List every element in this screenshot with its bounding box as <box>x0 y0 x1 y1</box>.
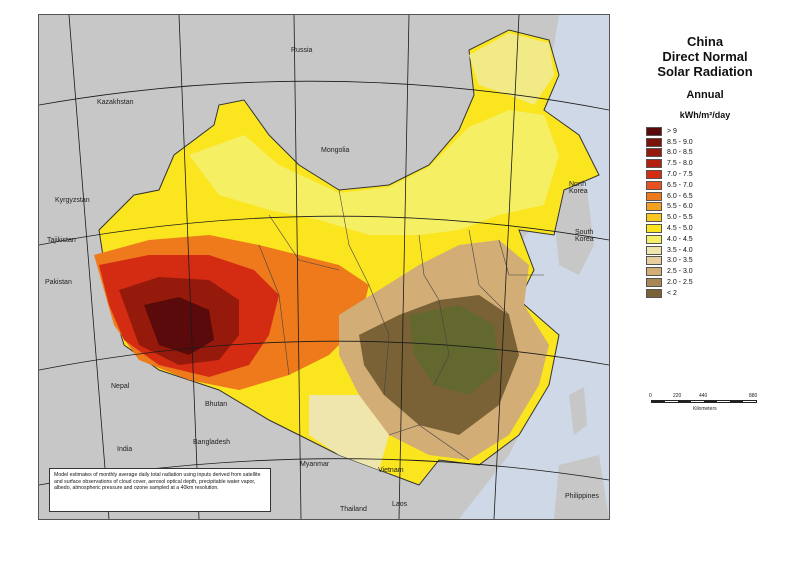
legend-label: 4.0 - 4.5 <box>667 235 693 243</box>
legend-title-line1: China <box>686 34 724 49</box>
legend-row: 7.5 - 8.0 <box>646 158 790 169</box>
legend-row: < 2 <box>646 288 790 299</box>
label-pakistan: Pakistan <box>45 279 72 286</box>
legend-title-line3: Solar Radiation <box>657 64 753 79</box>
methodology-note: Model estimates of monthly average daily… <box>49 468 271 512</box>
legend-unit: kWh/m²/day <box>679 110 731 120</box>
legend-swatch <box>646 224 662 234</box>
label-vietnam: Vietnam <box>378 467 404 474</box>
legend-swatch <box>646 267 662 277</box>
legend-title-line2: Direct Normal <box>662 49 748 64</box>
legend-row: 6.0 - 6.5 <box>646 191 790 202</box>
legend-swatch <box>646 234 662 244</box>
legend-label: 7.5 - 8.0 <box>667 160 693 168</box>
legend-label: 5.5 - 6.0 <box>667 203 693 211</box>
legend-label: 4.5 - 5.0 <box>667 225 693 233</box>
label-tajikistan: Tajikistan <box>47 237 76 244</box>
scale-unit: Kilometers <box>693 406 717 412</box>
label-myanmar: Myanmar <box>300 461 330 468</box>
legend-label: 5.0 - 5.5 <box>667 214 693 222</box>
label-north-korea: North Korea <box>569 181 588 195</box>
legend-swatch <box>646 180 662 190</box>
legend-label: 3.0 - 3.5 <box>667 257 693 265</box>
legend-row: 8.0 - 8.5 <box>646 148 790 159</box>
label-mongolia: Mongolia <box>321 147 350 154</box>
label-south-korea: South Korea <box>575 229 594 243</box>
legend-swatch <box>646 159 662 169</box>
label-russia: Russia <box>291 47 313 54</box>
label-kazakhstan: Kazakhstan <box>97 99 134 106</box>
legend-swatch <box>646 256 662 266</box>
legend-swatch <box>646 191 662 201</box>
southwest-light-zone <box>309 395 389 470</box>
label-laos: Laos <box>392 501 408 508</box>
legend-row: 4.0 - 4.5 <box>646 234 790 245</box>
northern-zone <box>189 110 559 235</box>
legend-label: < 2 <box>667 289 677 297</box>
scale-tick-220: 220 <box>673 393 682 399</box>
legend-label: 2.0 - 2.5 <box>667 279 693 287</box>
scale-bar: 0 220 440 880 Kilometers <box>649 393 769 415</box>
scale-tick-880: 880 <box>749 393 758 399</box>
label-kyrgyzstan: Kyrgyzstan <box>55 197 90 204</box>
legend-swatch <box>646 245 662 255</box>
legend-subtitle: Annual <box>686 89 724 101</box>
legend-label: 8.5 - 9.0 <box>667 138 693 146</box>
taiwan <box>569 387 587 435</box>
label-bangladesh: Bangladesh <box>193 439 230 446</box>
korea-peninsula <box>554 175 594 275</box>
map-frame: Russia Kazakhstan Mongolia Kyrgyzstan Ta… <box>38 14 610 520</box>
label-philippines: Philippines <box>565 493 599 500</box>
legend-label: 3.5 - 4.0 <box>667 246 693 254</box>
legend-row: 3.5 - 4.0 <box>646 245 790 256</box>
legend-swatch <box>646 148 662 158</box>
legend-items: > 9 8.5 - 9.0 8.0 - 8.5 7.5 - 8.0 7.0 - 7.5 6… <box>646 126 790 299</box>
label-nepal: Nepal <box>111 383 130 390</box>
legend-row: 5.5 - 6.0 <box>646 202 790 213</box>
legend-label: 6.5 - 7.0 <box>667 181 693 189</box>
northeast-zone <box>469 33 554 105</box>
legend-label: 7.0 - 7.5 <box>667 171 693 179</box>
legend-row: 2.0 - 2.5 <box>646 277 790 288</box>
legend-row: > 9 <box>646 126 790 137</box>
max-zone <box>144 297 214 355</box>
legend-swatch <box>646 288 662 298</box>
scale-tick-440: 440 <box>699 393 708 399</box>
legend-label: 2.5 - 3.0 <box>667 268 693 276</box>
legend-row: 6.5 - 7.0 <box>646 180 790 191</box>
legend-swatch <box>646 137 662 147</box>
legend-swatch <box>646 202 662 212</box>
label-bhutan: Bhutan <box>205 401 228 408</box>
legend-row: 3.0 - 3.5 <box>646 256 790 267</box>
legend-swatch <box>646 278 662 288</box>
legend-label: > 9 <box>667 127 677 135</box>
province-boundaries <box>258 189 544 461</box>
legend-label: 6.0 - 6.5 <box>667 192 693 200</box>
solar-radiation-map <box>39 15 609 519</box>
legend-swatch <box>646 213 662 223</box>
legend-row: 7.0 - 7.5 <box>646 169 790 180</box>
legend-title: China Direct Normal Solar Radiation <box>620 34 790 79</box>
green-speckle-zone <box>409 305 499 395</box>
legend-swatch <box>646 170 662 180</box>
legend-row: 5.0 - 5.5 <box>646 212 790 223</box>
legend-row: 4.5 - 5.0 <box>646 223 790 234</box>
scale-tick-0: 0 <box>649 393 652 399</box>
legend-swatch <box>646 126 662 136</box>
label-india: India <box>117 446 133 453</box>
legend-row: 8.5 - 9.0 <box>646 137 790 148</box>
philippines-land <box>554 455 609 519</box>
legend-row: 2.5 - 3.0 <box>646 266 790 277</box>
legend: China Direct Normal Solar Radiation Annu… <box>620 34 790 299</box>
scale-line <box>651 400 757 403</box>
legend-label: 8.0 - 8.5 <box>667 149 693 157</box>
label-thailand: Thailand <box>340 506 367 513</box>
